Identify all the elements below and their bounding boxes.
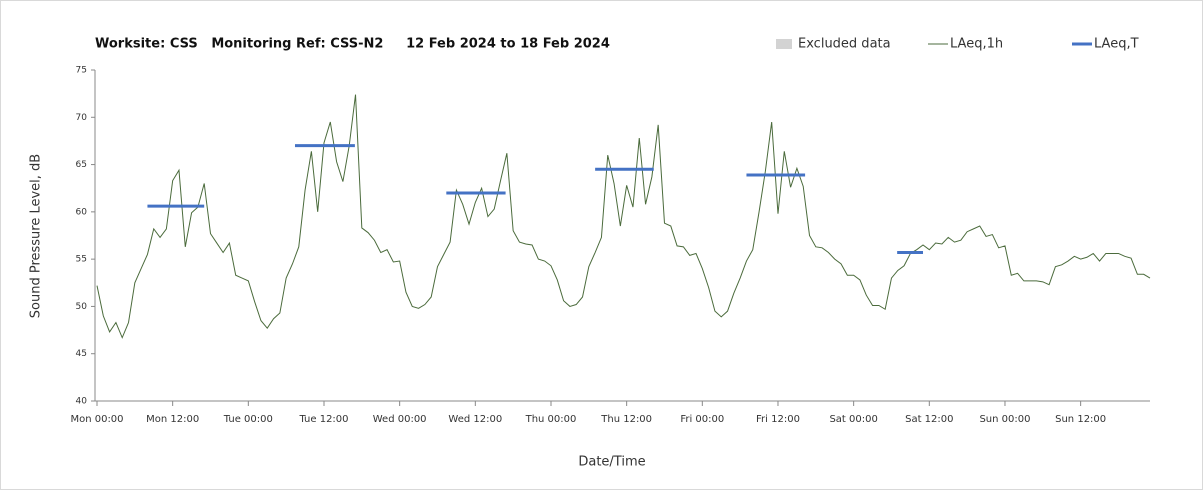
legend-label: Excluded data [798,37,891,52]
x-tick-label: Sat 12:00 [905,414,953,425]
series-line [96,94,1151,339]
x-tick-label: Tue 12:00 [298,414,348,425]
x-tick-label: Mon 00:00 [70,414,123,425]
x-tick-label: Tue 00:00 [223,414,273,425]
x-tick-label: Sat 00:00 [829,414,877,425]
y-tick-label: 60 [76,207,88,217]
y-tick-label: 40 [76,397,88,407]
x-tick-label: Thu 12:00 [600,414,652,425]
x-tick-label: Wed 12:00 [448,414,502,425]
x-tick-label: Fri 12:00 [756,414,800,425]
y-axis-title: Sound Pressure Level, dB [29,154,44,318]
x-axis-title: Date/Time [578,455,645,470]
y-tick-label: 45 [76,349,87,359]
x-tick-label: Fri 00:00 [680,414,724,425]
y-tick-label: 55 [76,255,87,265]
legend-label: LAeq,T [1094,37,1139,52]
chart-title: Worksite: CSS Monitoring Ref: CSS-N2 12 … [95,37,610,52]
legend-swatch [776,39,792,49]
x-tick-label: Sun 00:00 [979,414,1030,425]
y-tick-label: 65 [76,160,87,170]
x-tick-label: Wed 00:00 [373,414,427,425]
x-tick-label: Thu 00:00 [525,414,577,425]
legend-label: LAeq,1h [950,37,1003,52]
x-tick-label: Sun 12:00 [1055,414,1106,425]
y-tick-label: 70 [76,113,88,123]
x-tick-label: Mon 12:00 [146,414,199,425]
y-tick-label: 50 [76,302,88,312]
y-tick-label: 75 [76,66,87,76]
